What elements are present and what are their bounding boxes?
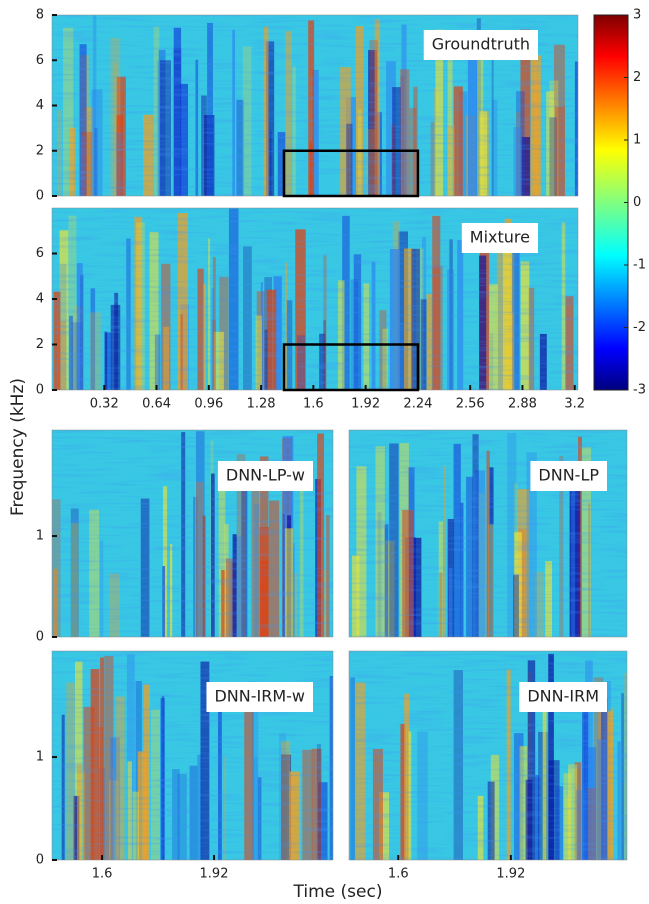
x-tick-label: 1.92 [351,397,380,412]
y-tick-label: 4 [36,292,44,307]
colorbar-tick-label: 2 [633,70,641,85]
x-tick-label: 1.6 [92,867,113,882]
colorbar-tick-label: -3 [633,383,646,398]
x-tick-label: 3.2 [564,397,585,412]
x-tick-label: 2.24 [403,397,432,412]
y-tick-label: 0 [36,853,44,868]
colorbar-tick-label: 0 [633,195,641,210]
x-axis-label: Time (sec) [293,882,383,902]
figure: Time (sec) Frequency (kHz) 0 2 4 6 8 Groundtr… [0,0,649,904]
colorbar-tick-label: 3 [633,8,641,23]
panel-label: Groundtruth [432,35,530,54]
y-tick-label: 1 [36,750,44,765]
x-tick-label: 1.92 [496,867,525,882]
x-tick-label: 1.92 [200,867,229,882]
y-tick-label: 2 [36,143,44,158]
y-tick-label: 8 [36,8,44,23]
y-tick-label: 6 [36,53,44,68]
y-axis-label: Frequency (kHz) [8,378,28,516]
x-tick-label: 0.32 [90,397,119,412]
panel-label: DNN-IRM [527,687,599,706]
y-tick-label: 1 [36,529,44,544]
x-tick-label: 1.6 [388,867,409,882]
x-tick-label: 1.28 [247,397,276,412]
colorbar-tick-label: -2 [633,320,646,335]
y-tick-label: 0 [36,630,44,645]
colorbar-tick-label: -1 [633,258,646,273]
panel-label: Mixture [470,228,530,247]
panel-label: DNN-LP-w [226,466,305,485]
x-tick-label: 0.96 [194,397,223,412]
x-tick-label: 2.56 [456,397,485,412]
y-tick-label: 4 [36,98,44,113]
x-tick-label: 1.6 [303,397,324,412]
panel-label: DNN-LP [538,466,599,485]
colorbar [594,15,628,390]
y-tick-label: 0 [36,189,44,204]
y-tick-label: 0 [36,383,44,398]
x-tick-label: 2.88 [508,397,537,412]
x-tick-label: 0.64 [142,397,171,412]
colorbar-tick-label: 1 [633,133,641,148]
y-tick-label: 6 [36,246,44,261]
panel-label: DNN-IRM-w [214,687,305,706]
y-tick-label: 2 [36,337,44,352]
